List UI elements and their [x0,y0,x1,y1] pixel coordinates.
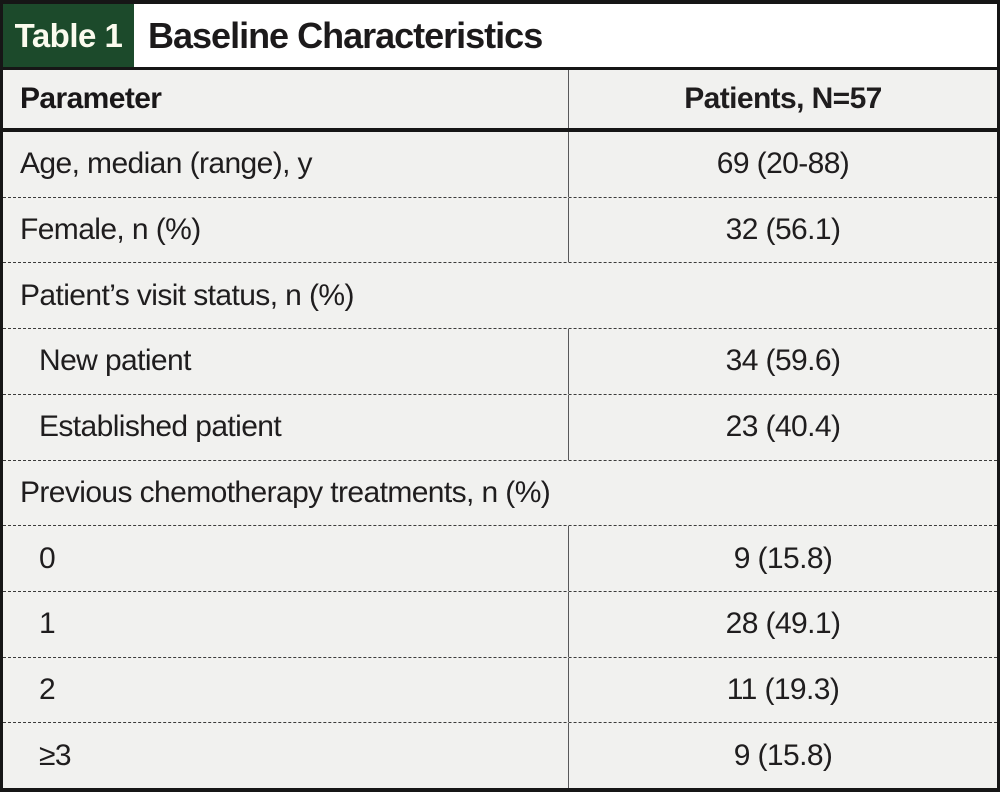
section-header-row: Patient’s visit status, n (%) [3,263,997,330]
table-row: Female, n (%) 32 (56.1) [3,197,997,264]
row-label: Patient’s visit status, n (%) [20,278,354,312]
table-row: ≥3 9 (15.8) [3,723,997,789]
row-value: 9 (15.8) [568,723,997,789]
row-value: 9 (15.8) [568,526,997,591]
column-header-parameter: Parameter [20,82,162,115]
column-header-patients: Patients, N=57 [568,70,997,128]
table-row: 2 11 (19.3) [3,657,997,724]
row-label: Age, median (range), y [20,147,313,181]
row-value: 28 (49.1) [568,591,997,657]
table-header-row: Parameter Patients, N=57 [3,70,997,132]
row-label: 2 [39,672,56,706]
row-value: 32 (56.1) [568,197,997,263]
row-label: 0 [39,541,56,575]
row-label: Established patient [39,410,282,444]
row-label: 1 [39,607,56,641]
table-row: 0 9 (15.8) [3,526,997,592]
title-bar: Table 1 Baseline Characteristics [3,4,997,67]
row-label: Previous chemotherapy treatments, n (%) [20,475,551,509]
row-value: 23 (40.4) [568,394,997,460]
table-number-tag: Table 1 [3,4,134,67]
table-body: Age, median (range), y 69 (20-88) Female, … [3,132,997,789]
table-row: New patient 34 (59.6) [3,329,997,395]
baseline-characteristics-table: Parameter Patients, N=57 Age, median (ra… [3,67,997,789]
row-value: 11 (19.3) [568,657,997,723]
row-label: Female, n (%) [20,213,201,247]
row-value: 69 (20-88) [568,132,997,197]
table-row: Age, median (range), y 69 (20-88) [3,132,997,198]
row-label: New patient [39,344,191,378]
row-value: 34 (59.6) [568,329,997,394]
section-header-row: Previous chemotherapy treatments, n (%) [3,460,997,527]
table-row: Established patient 23 (40.4) [3,394,997,461]
table-title: Baseline Characteristics [148,14,543,56]
row-label: ≥3 [39,738,72,772]
table-row: 1 28 (49.1) [3,591,997,658]
